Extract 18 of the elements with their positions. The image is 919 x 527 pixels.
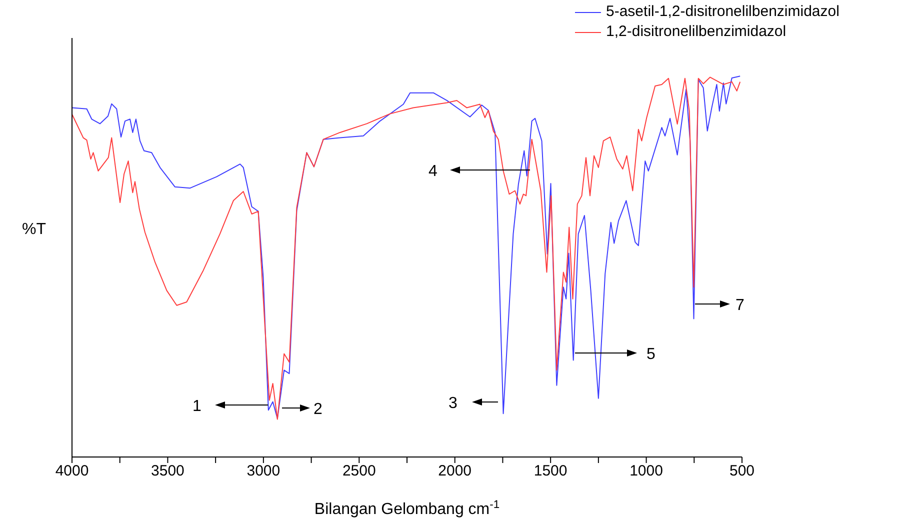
x-tick-label: 1000 [630,462,663,480]
annotation: 1 [192,398,202,415]
x-tick-label: 2000 [438,462,472,480]
annotation: 3 [448,395,458,412]
x-tick-label: 500 [729,462,755,480]
x-tick-label: 4000 [55,462,89,480]
x-tick-label: 1500 [534,462,568,480]
x-tick-label: 3500 [151,462,184,480]
annotation: 5 [646,346,656,363]
legend-label: 1,2-disitronelilbenzimidazol [606,22,786,42]
annotation: 7 [736,297,745,314]
annotation: 2 [314,401,323,418]
x-axis-title: Bilangan Gelombang cm$^{-1}$ [314,499,500,518]
annotation: 4 [428,163,438,180]
x-tick-label: 3000 [246,462,280,480]
x-tick-label: 2500 [342,462,376,480]
legend-label: 5-asetil-1,2-disitronelilbenzimidazol [606,2,840,22]
y-axis-title: %T [22,221,46,238]
